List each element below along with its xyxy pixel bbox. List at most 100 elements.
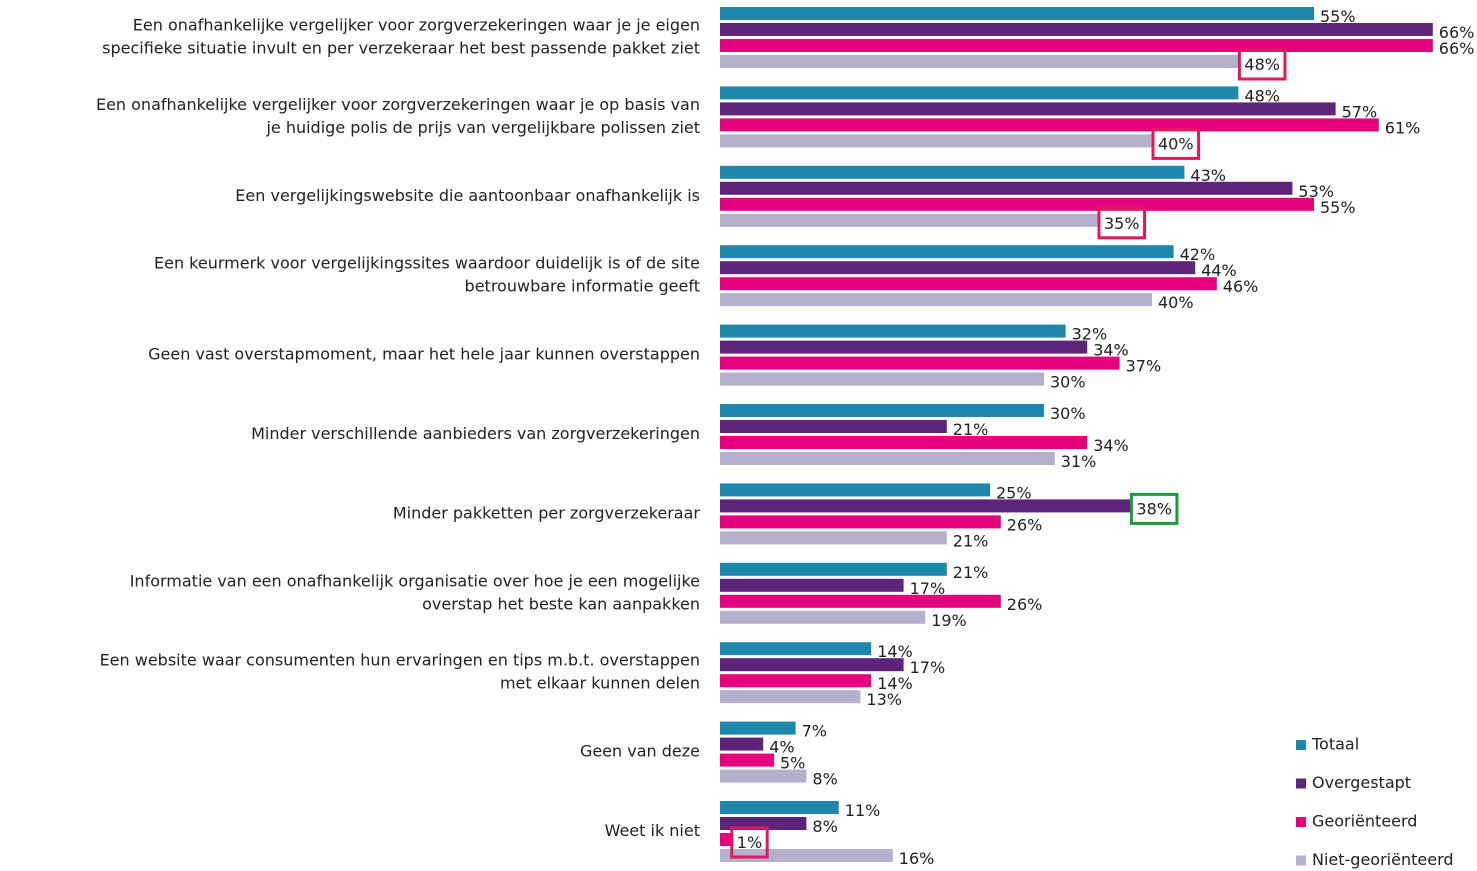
value-label: 46% (1223, 277, 1259, 296)
value-label: 34% (1093, 341, 1129, 360)
value-label: 21% (953, 420, 989, 439)
value-label: 14% (877, 674, 913, 693)
bar (720, 849, 893, 862)
value-label: 16% (899, 849, 935, 868)
legend-swatch (1296, 817, 1306, 827)
bar (720, 515, 1001, 529)
value-label: 17% (910, 658, 946, 677)
bar (720, 293, 1152, 307)
legend-label: Niet-georiënteerd (1312, 850, 1454, 869)
value-label: 61% (1385, 118, 1421, 137)
category-label: Een onafhankelijke vergelijker voor zorg… (96, 95, 700, 114)
value-label: 25% (996, 483, 1032, 502)
bar (720, 721, 796, 735)
category-label: Een onafhankelijke vergelijker voor zorg… (133, 16, 700, 35)
bar (720, 324, 1066, 338)
value-label: 26% (1007, 595, 1043, 614)
value-label: 34% (1093, 436, 1129, 455)
legend-swatch (1296, 778, 1306, 789)
bar (720, 594, 1001, 608)
category-label: overstap het beste kan aanpakken (422, 594, 700, 613)
bar (720, 55, 1239, 68)
highlight-box (1151, 127, 1201, 160)
bar (720, 86, 1239, 100)
value-label: 40% (1158, 293, 1194, 312)
value-label: 11% (845, 801, 881, 820)
value-label: 38% (1136, 499, 1172, 518)
legend-swatch (1296, 740, 1306, 750)
bar (720, 436, 1088, 449)
bar (720, 118, 1379, 132)
highlight-box (1097, 207, 1147, 240)
bar (720, 642, 872, 656)
bar (720, 356, 1120, 370)
value-label: 7% (802, 722, 827, 741)
bar (720, 737, 764, 751)
bar (720, 23, 1433, 36)
legend-label: Totaal (1311, 735, 1359, 754)
bar (720, 277, 1217, 291)
value-label: 66% (1439, 39, 1475, 58)
value-label: 30% (1050, 373, 1086, 392)
value-label: 55% (1320, 7, 1356, 26)
bar (720, 610, 926, 624)
highlight-box (1237, 48, 1287, 81)
bar (720, 261, 1196, 275)
category-label: Een keurmerk voor vergelijkingssites waa… (154, 254, 700, 273)
bar (720, 833, 731, 846)
bar (720, 134, 1152, 148)
bar (720, 801, 839, 814)
value-label: 40% (1158, 134, 1194, 153)
value-label: 48% (1244, 86, 1280, 105)
category-label: met elkaar kunnen delen (500, 674, 700, 693)
value-label: 57% (1342, 102, 1378, 121)
value-label: 43% (1190, 166, 1226, 185)
bar (720, 245, 1174, 259)
value-label: 21% (953, 531, 989, 550)
bar (720, 562, 947, 576)
value-label: 13% (866, 690, 902, 709)
category-label: Minder verschillende aanbieders van zorg… (251, 424, 700, 443)
value-label: 44% (1201, 261, 1237, 280)
bar (720, 404, 1044, 417)
bar (720, 420, 947, 433)
bar (720, 578, 904, 592)
value-label: 26% (1007, 515, 1043, 534)
value-label: 42% (1180, 245, 1216, 264)
legend-swatch (1296, 855, 1306, 866)
value-label: 32% (1072, 325, 1108, 344)
bar (720, 39, 1433, 52)
value-label: 55% (1320, 198, 1356, 217)
bar (720, 769, 807, 783)
highlight-box (1129, 492, 1179, 525)
category-label: Geen vast overstapmoment, maar het hele … (148, 345, 700, 364)
category-label: Minder pakketten per zorgverzekeraar (393, 503, 701, 522)
category-label: betrouwbare informatie geeft (465, 277, 700, 296)
bar (720, 181, 1293, 195)
bar (720, 531, 947, 545)
category-label: Informatie van een onafhankelijk organis… (130, 571, 700, 590)
value-label: 31% (1061, 452, 1097, 471)
bar (720, 213, 1098, 227)
bar (720, 690, 861, 704)
category-label: je huidige polis de prijs van vergelijkb… (265, 118, 700, 137)
category-label: Een vergelijkingswebsite die aantoonbaar… (235, 186, 700, 205)
category-label: Weet ik niet (605, 821, 700, 840)
bar (720, 483, 990, 497)
bar (720, 499, 1131, 513)
category-label: specifieke situatie invult en per verzek… (102, 39, 700, 58)
bar (720, 452, 1055, 465)
value-label: 17% (910, 579, 946, 598)
value-label: 35% (1104, 214, 1140, 233)
bar (720, 7, 1314, 20)
value-label: 21% (953, 563, 989, 582)
bar (720, 658, 904, 672)
legend-label: Overgestapt (1312, 773, 1411, 792)
value-label: 14% (877, 642, 913, 661)
bar (720, 197, 1314, 211)
category-label: Geen van deze (580, 742, 700, 761)
category-label: Een website waar consumenten hun ervarin… (100, 651, 700, 670)
value-label: 19% (931, 611, 967, 630)
bar (720, 102, 1336, 116)
